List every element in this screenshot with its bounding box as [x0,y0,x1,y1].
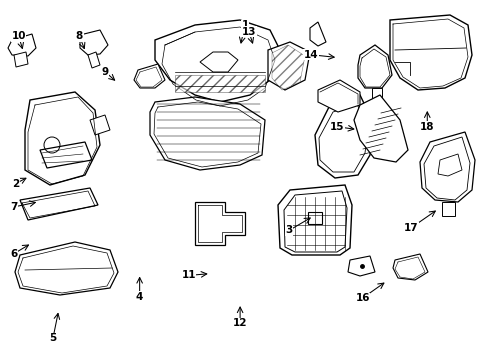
Text: 1: 1 [242,20,248,30]
Text: 2: 2 [12,179,19,189]
Polygon shape [319,104,368,172]
Polygon shape [134,64,165,88]
Polygon shape [268,42,310,90]
Polygon shape [40,142,92,168]
Polygon shape [318,80,360,112]
Polygon shape [272,45,305,90]
Text: 17: 17 [404,222,419,233]
Text: 15: 15 [330,122,344,132]
Text: 7: 7 [10,202,18,212]
Text: 6: 6 [10,249,17,259]
Polygon shape [310,22,326,46]
Text: 10: 10 [11,31,26,41]
Polygon shape [315,95,372,178]
Polygon shape [195,202,245,245]
Polygon shape [88,52,100,68]
Polygon shape [8,34,36,56]
Polygon shape [150,97,265,170]
Text: 14: 14 [304,50,318,60]
Polygon shape [308,212,322,224]
Polygon shape [420,132,475,202]
Polygon shape [90,115,110,135]
Text: 9: 9 [102,67,109,77]
Polygon shape [354,95,408,162]
Text: 18: 18 [420,122,435,132]
Text: 8: 8 [76,31,83,41]
Polygon shape [14,52,28,67]
Polygon shape [438,154,462,176]
Polygon shape [372,88,382,102]
Text: 4: 4 [136,292,144,302]
Polygon shape [25,92,100,185]
Text: 3: 3 [286,225,293,235]
Polygon shape [393,254,428,280]
Polygon shape [424,137,470,200]
Text: 12: 12 [233,318,247,328]
Text: 11: 11 [181,270,196,280]
Polygon shape [284,191,347,252]
Polygon shape [20,188,98,220]
Polygon shape [358,45,392,88]
Polygon shape [200,52,238,72]
Polygon shape [348,256,375,276]
Polygon shape [175,75,265,92]
Polygon shape [442,202,455,216]
Polygon shape [155,20,280,102]
Polygon shape [80,30,108,55]
Polygon shape [390,15,472,90]
Polygon shape [15,242,118,295]
Polygon shape [278,185,352,255]
Text: 13: 13 [242,27,256,37]
Text: 16: 16 [355,293,370,303]
Text: 5: 5 [49,333,56,343]
